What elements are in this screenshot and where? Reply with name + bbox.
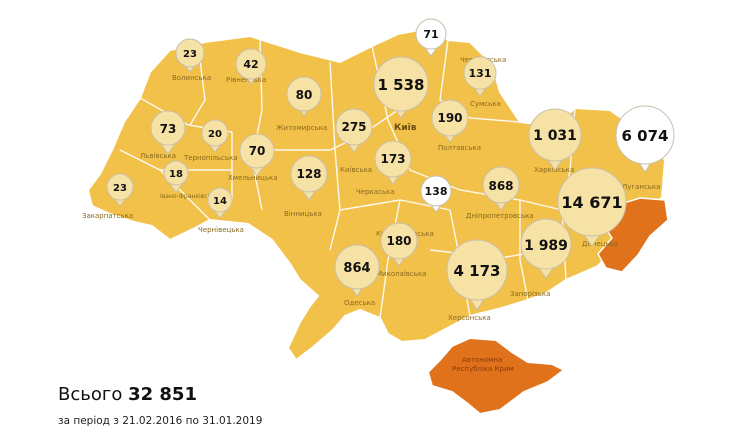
value-chernihivska: 71 [423, 28, 438, 41]
pin-poltavska [431, 99, 469, 143]
value-kirovohradska: 138 [425, 185, 448, 198]
label-sumska: Сумська [470, 100, 501, 108]
value-khersonska: 4 173 [454, 262, 501, 280]
value-chernivetska: 14 [213, 196, 227, 207]
pin-lvivska [150, 110, 186, 155]
label-chernivetska: Чернівецька [198, 226, 244, 234]
value-mykolaivska: 180 [386, 234, 411, 248]
label-crimea-line1: Автономна [462, 356, 502, 364]
value-rivnenska: 42 [243, 58, 258, 71]
pin-kyivska [335, 108, 373, 153]
pin-khmelnytska [239, 133, 275, 177]
label-mykolaivska: Миколаївська [376, 270, 426, 278]
pin-vinnytska [290, 155, 328, 201]
pin-sumska [463, 56, 497, 97]
pin-zakarpatska [106, 173, 134, 207]
pin-values: 23 42 80 1 538 71 131 190 1 031 6 074 73… [113, 28, 668, 280]
label-kyivska: Київська [340, 166, 372, 174]
pin-zhytomyrska [286, 76, 322, 117]
label-khmelnytska: Хмельницька [228, 174, 278, 182]
label-donetska: Донецька [582, 240, 618, 248]
label-kharkivska: Харківська [534, 166, 574, 174]
total-value: 32 851 [128, 384, 197, 405]
value-kharkivska: 1 031 [533, 128, 577, 144]
value-donetska: 14 671 [561, 193, 622, 212]
label-zakarpatska: Закарпатська [82, 212, 133, 220]
total-summary: Всього 32 851 [58, 384, 197, 405]
value-poltavska: 190 [437, 111, 462, 125]
label-khersonska: Херсонська [448, 314, 491, 322]
pin-volynska [175, 38, 205, 73]
label-dnipropetrovska: Дніпропетровська [466, 212, 534, 220]
pin-ternopilska [201, 119, 229, 153]
label-odeska: Одеська [344, 299, 375, 307]
value-zhytomyrska: 80 [296, 88, 313, 102]
value-cherkaska: 173 [380, 152, 405, 166]
pin-donetska [557, 167, 627, 247]
value-kyiv: 1 538 [378, 76, 425, 94]
value-vinnytska: 128 [296, 167, 321, 181]
value-kyivska: 275 [341, 120, 366, 134]
value-zakarpatska: 23 [113, 183, 127, 194]
value-zaporizka: 1 989 [524, 238, 568, 254]
pin-khersonska [446, 239, 508, 311]
value-lvivska: 73 [160, 122, 177, 136]
value-dnipropetrovska: 868 [488, 179, 513, 193]
label-lvivska: Львівська [140, 152, 176, 160]
label-cherkaska: Черкаська [356, 188, 395, 196]
pins [106, 18, 675, 311]
label-poltavska: Полтавська [438, 144, 481, 152]
label-rivnenska: Рівненська [226, 76, 266, 84]
pin-odeska [334, 244, 380, 297]
label-volynska: Волинська [172, 74, 211, 82]
pin-kirovohradska [420, 175, 452, 213]
pin-chernihivska [415, 18, 447, 57]
value-sumska: 131 [469, 67, 492, 80]
pin-rivnenska [235, 48, 267, 85]
label-zhytomyrska: Житомирська [276, 124, 327, 132]
pin-luhanska [615, 105, 675, 173]
label-crimea-line2: Республіка Крим [452, 365, 514, 373]
label-kyiv: Київ [394, 123, 417, 133]
value-luhanska: 6 074 [622, 127, 669, 145]
pin-chernivetska [207, 187, 233, 219]
value-khmelnytska: 70 [249, 144, 266, 158]
label-ternopilska: Тернопільська [183, 154, 238, 162]
label-crimea: Автономна Республіка Крим [452, 356, 514, 373]
value-ivano-frankivska: 18 [169, 169, 183, 180]
ukraine-territory [86, 26, 667, 362]
label-luhanska: Луганська [622, 183, 660, 191]
total-label: Всього [58, 384, 123, 405]
pin-cherkaska [374, 140, 412, 185]
pin-zaporizka [520, 218, 572, 279]
period-text: за період з 21.02.2016 по 31.01.2019 [58, 415, 263, 427]
label-vinnytska: Вінницька [284, 210, 322, 218]
pin-dnipropetrovska [482, 166, 520, 211]
value-ternopilska: 20 [208, 129, 222, 140]
pin-mykolaivska [380, 222, 418, 267]
value-volynska: 23 [183, 49, 197, 60]
pin-ivano-frankivska [163, 160, 189, 193]
label-ivano-frankivska: Івано-Франківська [160, 193, 219, 200]
pin-kharkivska [528, 108, 582, 171]
value-odeska: 864 [343, 261, 370, 276]
pin-kyiv [373, 56, 429, 119]
label-zaporizka: Запорізька [510, 290, 550, 298]
crimea [426, 336, 566, 416]
